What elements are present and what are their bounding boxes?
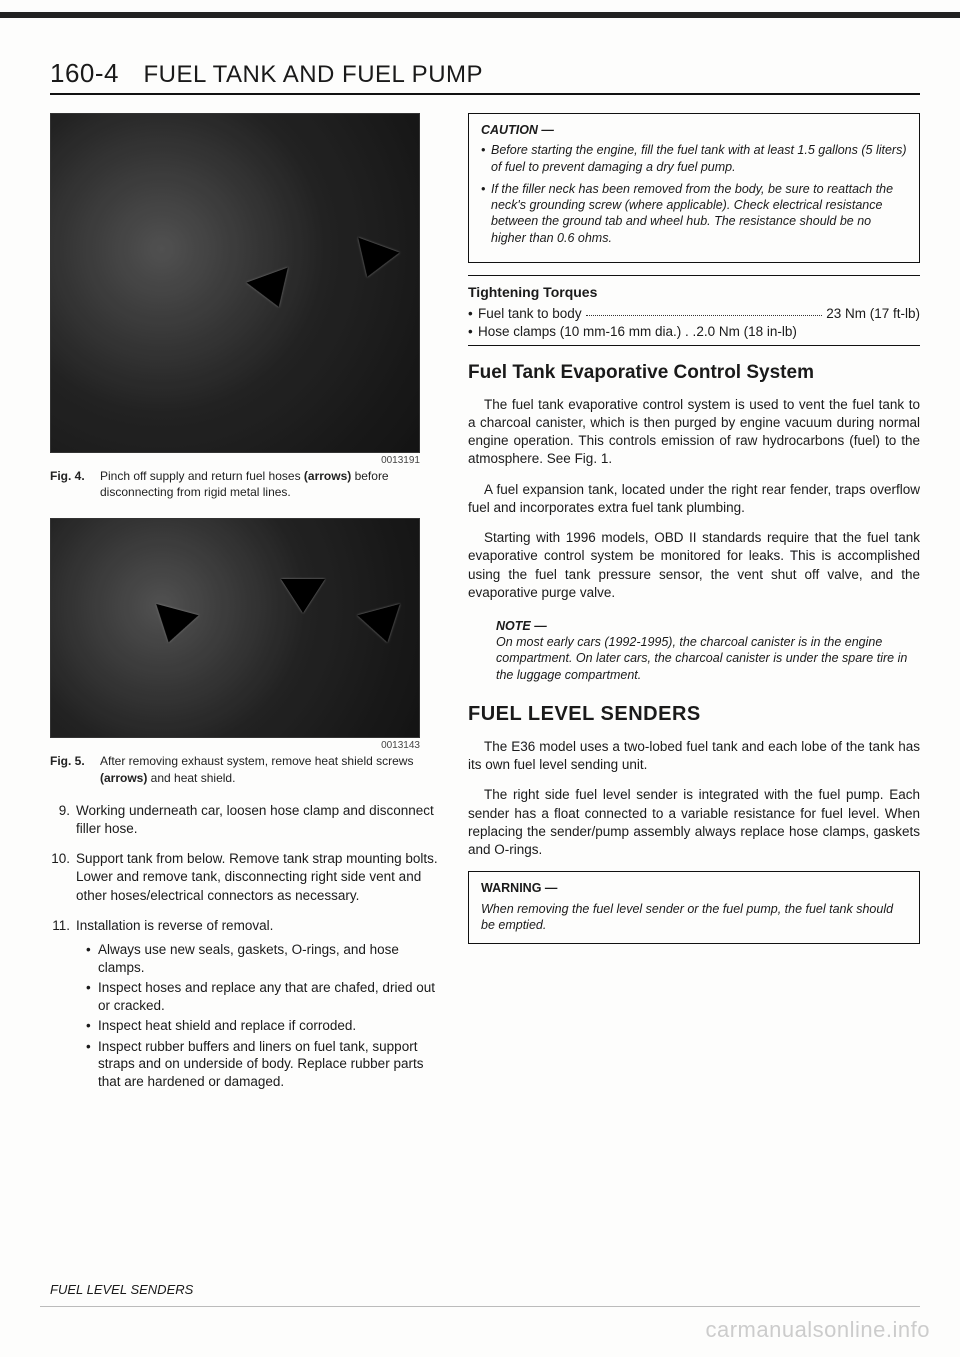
step-text: Support tank from below. Remove tank str… [76,850,440,905]
step-10: 10. Support tank from below. Remove tank… [50,850,440,905]
arrow-icon [281,579,325,613]
step-number: 11. [50,917,76,1094]
senders-p2: The right side fuel level sender is inte… [468,786,920,859]
watermark: carmanualsonline.info [705,1317,930,1343]
footer-section-label: FUEL LEVEL SENDERS [50,1282,193,1297]
caption-text: and heat shield. [147,771,235,785]
figure-4-caption: Fig. 4. Pinch off supply and return fuel… [50,468,440,500]
torque-value: 2.0 Nm (18 in-lb) [696,324,797,339]
step-text: Installation is reverse of removal. Alwa… [76,917,440,1094]
figure-caption-text: Pinch off supply and return fuel hoses (… [100,468,440,500]
warning-box: WARNING — When removing the fuel level s… [468,871,920,944]
figure-5-photo [50,518,420,738]
divider [468,345,920,346]
bullet-item: Inspect rubber buffers and liners on fue… [86,1038,440,1091]
caption-bold: (arrows) [304,469,351,483]
torque-label: Hose clamps (10 mm-16 mm dia.) . . [478,324,696,339]
bullet-item: Inspect heat shield and replace if corro… [86,1017,440,1035]
bottom-divider [40,1306,920,1307]
arrow-icon [147,604,198,648]
caution-box: CAUTION — Before starting the engine, fi… [468,113,920,263]
evap-p3: Starting with 1996 models, OBD II standa… [468,529,920,602]
note-box: NOTE — On most early cars (1992-1995), t… [468,614,920,687]
torque-value: 23 Nm (17 ft-lb) [826,306,920,321]
warning-body: When removing the fuel level sender or t… [481,901,907,934]
figure-5-caption: Fig. 5. After removing exhaust system, r… [50,753,440,785]
divider [468,275,920,276]
step-number: 9. [50,802,76,838]
caution-title: CAUTION — [481,122,907,138]
torque-label: Fuel tank to body [478,306,582,321]
top-scan-bar [0,12,960,18]
step-11-bullets: Always use new seals, gaskets, O-rings, … [76,941,440,1090]
step-9: 9. Working underneath car, loosen hose c… [50,802,440,838]
torque-row: Fuel tank to body 23 Nm (17 ft-lb) [468,306,920,321]
figure-caption-text: After removing exhaust system, remove he… [100,753,440,785]
evap-heading: Fuel Tank Evaporative Control System [468,362,920,384]
step-11: 11. Installation is reverse of removal. … [50,917,440,1094]
step-number: 10. [50,850,76,905]
arrow-icon [247,268,300,315]
torques-heading: Tightening Torques [468,284,920,300]
procedure-steps: 9. Working underneath car, loosen hose c… [50,802,440,1094]
bullet-item: Inspect hoses and replace any that are c… [86,979,440,1014]
figure-5-id: 0013143 [50,740,420,751]
page-number: 160-4 [50,58,119,88]
left-column: 0013191 Fig. 4. Pinch off supply and ret… [50,113,440,1105]
senders-heading: FUEL LEVEL SENDERS [468,703,920,726]
arrow-icon [357,604,408,648]
figure-label: Fig. 4. [50,468,100,500]
step-text: Working underneath car, loosen hose clam… [76,802,440,838]
caption-text: Pinch off supply and return fuel hoses [100,469,304,483]
evap-p1: The fuel tank evaporative control system… [468,396,920,469]
figure-label: Fig. 5. [50,753,100,785]
page-header: 160-4 FUEL TANK AND FUEL PUMP [50,58,920,95]
caption-text: After removing exhaust system, remove he… [100,754,413,768]
figure-4-photo [50,113,420,453]
right-column: CAUTION — Before starting the engine, fi… [468,113,920,1105]
caution-item: Before starting the engine, fill the fue… [481,142,907,175]
warning-title: WARNING — [481,880,907,896]
page-title: FUEL TANK AND FUEL PUMP [143,61,483,88]
step-main-text: Installation is reverse of removal. [76,918,273,933]
leader-dots [586,306,823,316]
arrow-icon [347,238,400,285]
caption-bold: (arrows) [100,771,147,785]
caution-item: If the filler neck has been removed from… [481,181,907,246]
note-title: NOTE — [496,618,920,634]
figure-4-id: 0013191 [50,455,420,466]
two-column-layout: 0013191 Fig. 4. Pinch off supply and ret… [50,113,920,1105]
manual-page: 160-4 FUEL TANK AND FUEL PUMP 0013191 Fi… [0,0,960,1357]
torque-list: Fuel tank to body 23 Nm (17 ft-lb) Hose … [468,306,920,339]
evap-p2: A fuel expansion tank, located under the… [468,481,920,517]
torque-row: Hose clamps (10 mm-16 mm dia.) . . 2.0 N… [468,324,920,339]
senders-p1: The E36 model uses a two-lobed fuel tank… [468,738,920,774]
bullet-item: Always use new seals, gaskets, O-rings, … [86,941,440,976]
note-body: On most early cars (1992-1995), the char… [496,634,920,683]
